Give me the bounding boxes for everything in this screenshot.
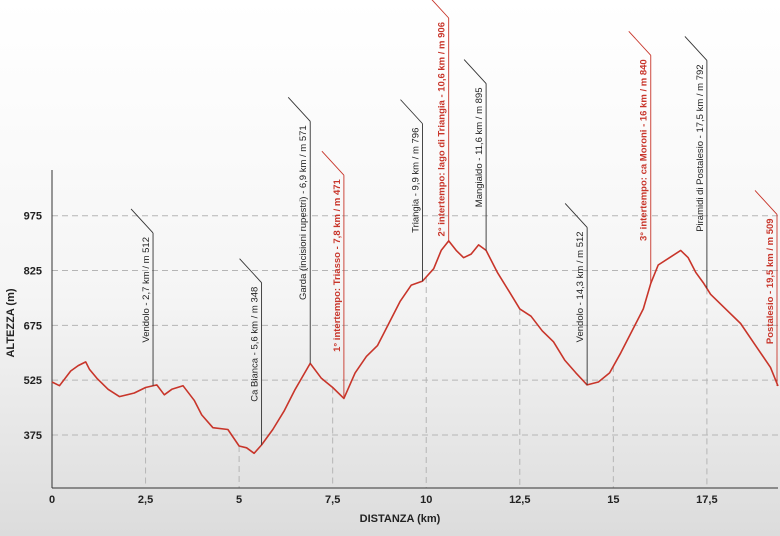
x-tick-label: 10 bbox=[420, 494, 432, 506]
x-axis-title: DISTANZA (km) bbox=[360, 513, 441, 525]
x-tick-label: 12,5 bbox=[509, 494, 530, 506]
waypoint-leader bbox=[684, 36, 708, 61]
x-tick-label: 17,5 bbox=[696, 494, 717, 506]
y-tick-label: 975 bbox=[24, 211, 42, 223]
elevation-series-line bbox=[51, 240, 779, 455]
waypoint-marker: 2° intertempo: lago di Triangia - 10,6 k… bbox=[431, 0, 450, 241]
y-tick-label: 525 bbox=[24, 375, 42, 387]
y-tick-label: 675 bbox=[24, 320, 42, 332]
waypoint-label: Postalesio - 19,5 km / m 509 bbox=[765, 218, 776, 344]
waypoint-label: 1° intertempo: Triasso - 7,8 km / m 471 bbox=[332, 178, 343, 351]
x-tick-label: 2,5 bbox=[138, 494, 153, 506]
y-axis-title: ALTEZZA (m) bbox=[5, 288, 17, 357]
waypoint-leader bbox=[400, 99, 423, 124]
waypoint-marker: Triangia - 9,9 km / m 796 bbox=[400, 99, 423, 282]
waypoint-label: 3° intertempo: ca Moroni - 16 km / m 840 bbox=[639, 59, 650, 241]
waypoint-label: Piramidi di Postalesio - 17,5 km / m 792 bbox=[695, 64, 706, 231]
waypoint-marker: 1° intertempo: Triasso - 7,8 km / m 471 bbox=[321, 150, 345, 399]
waypoint-marker: Piramidi di Postalesio - 17,5 km / m 792 bbox=[684, 36, 708, 289]
waypoint-leader bbox=[628, 31, 652, 56]
waypoint-marker: Vendolo - 2,7 km / m 512 bbox=[130, 208, 154, 386]
waypoint-label: Garda (incisioni rupestri) - 6,9 km / m … bbox=[298, 125, 309, 300]
x-tick-label: 0 bbox=[49, 494, 55, 506]
x-tick-label: 7,5 bbox=[325, 494, 340, 506]
waypoint-leader bbox=[130, 208, 154, 234]
x-tick-label: 5 bbox=[236, 494, 242, 506]
x-tick-label: 15 bbox=[607, 494, 619, 506]
waypoint-marker: Garda (incisioni rupestri) - 6,9 km / m … bbox=[287, 96, 311, 364]
waypoint-label: Ca Bianca - 5,6 km / m 348 bbox=[250, 287, 261, 402]
waypoint-marker: Mangialdo - 11,6 km / m 895 bbox=[463, 59, 487, 251]
waypoint-leader bbox=[321, 150, 345, 176]
waypoint-label: Vendolo - 2,7 km / m 512 bbox=[141, 237, 152, 343]
waypoint-leader bbox=[431, 0, 450, 19]
waypoint-label: 2° intertempo: lago di Triangia - 10,6 k… bbox=[437, 22, 448, 236]
waypoint-leader bbox=[564, 203, 588, 228]
waypoint-label: Triangia - 9,9 km / m 796 bbox=[410, 128, 421, 233]
waypoint-leader bbox=[239, 258, 262, 283]
y-tick-label: 825 bbox=[24, 266, 42, 278]
waypoint-marker: Ca Bianca - 5,6 km / m 348 bbox=[239, 258, 263, 445]
waypoint-label: Mangialdo - 11,6 km / m 895 bbox=[474, 88, 485, 208]
y-tick-label: 375 bbox=[24, 430, 42, 442]
waypoint-leader bbox=[754, 190, 778, 215]
waypoint-label: Vendolo - 14,3 km / m 512 bbox=[575, 231, 586, 342]
waypoint-leader bbox=[463, 59, 487, 84]
waypoint-marker: Postalesio - 19,5 km / m 509 bbox=[754, 190, 778, 387]
waypoint-marker: 3° intertempo: ca Moroni - 16 km / m 840 bbox=[628, 31, 652, 284]
waypoint-leader bbox=[287, 96, 311, 122]
waypoint-marker: Vendolo - 14,3 km / m 512 bbox=[564, 203, 588, 385]
